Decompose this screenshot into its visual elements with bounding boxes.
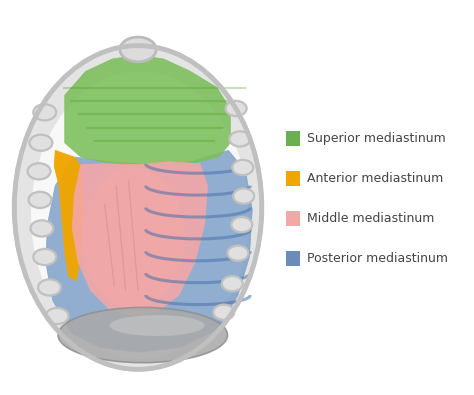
Ellipse shape	[31, 71, 249, 359]
Ellipse shape	[38, 279, 61, 295]
FancyBboxPatch shape	[286, 211, 300, 226]
Ellipse shape	[27, 163, 50, 179]
Ellipse shape	[82, 167, 185, 308]
Ellipse shape	[46, 308, 69, 324]
Ellipse shape	[109, 315, 205, 336]
Ellipse shape	[228, 246, 248, 261]
Ellipse shape	[229, 132, 250, 147]
Text: Anterior mediastinum: Anterior mediastinum	[307, 172, 443, 185]
Ellipse shape	[14, 46, 262, 369]
Ellipse shape	[28, 192, 51, 208]
Polygon shape	[54, 150, 84, 281]
Polygon shape	[73, 162, 208, 316]
Text: Posterior mediastinum: Posterior mediastinum	[307, 252, 447, 265]
Polygon shape	[65, 55, 230, 167]
Text: Superior mediastinum: Superior mediastinum	[307, 132, 445, 145]
Ellipse shape	[58, 307, 228, 363]
Polygon shape	[46, 150, 252, 352]
FancyBboxPatch shape	[286, 171, 300, 186]
Text: Middle mediastinum: Middle mediastinum	[307, 212, 434, 225]
Ellipse shape	[231, 217, 252, 232]
Ellipse shape	[226, 101, 246, 116]
Ellipse shape	[213, 305, 234, 320]
FancyBboxPatch shape	[286, 251, 300, 265]
Ellipse shape	[33, 104, 56, 120]
Ellipse shape	[120, 37, 156, 62]
Ellipse shape	[30, 220, 53, 237]
Ellipse shape	[232, 160, 253, 175]
FancyBboxPatch shape	[286, 132, 300, 146]
Ellipse shape	[33, 249, 56, 265]
Ellipse shape	[29, 135, 52, 151]
Ellipse shape	[233, 188, 254, 204]
Ellipse shape	[222, 276, 243, 291]
